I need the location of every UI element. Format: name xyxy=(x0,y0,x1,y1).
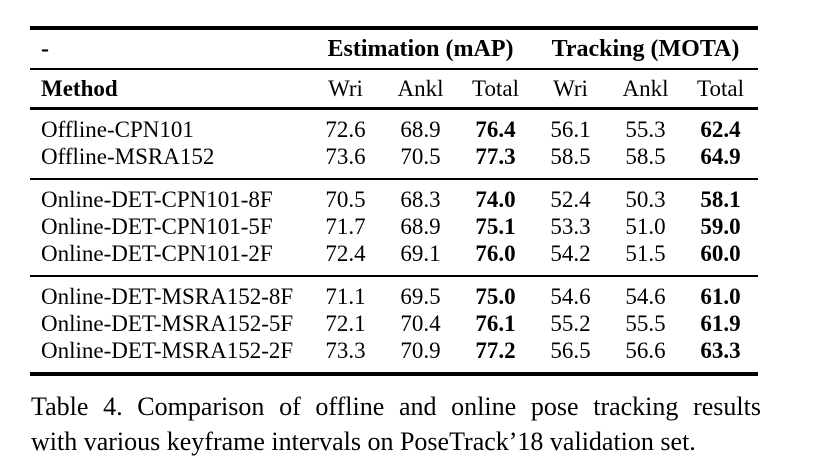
metric-value: 76.4 xyxy=(475,117,516,142)
metric-value: 56.5 xyxy=(550,338,591,363)
metric-value: 73.3 xyxy=(325,338,366,363)
corner-dash-label: - xyxy=(41,35,49,62)
table-top-rule xyxy=(30,26,758,30)
metric-value: 56.1 xyxy=(550,117,591,142)
metric-value: 55.5 xyxy=(625,311,666,336)
metric-value: 51.5 xyxy=(625,241,666,266)
metric-value: 72.6 xyxy=(325,117,366,142)
table-row: Offline-CPN101 72.6 68.9 76.4 56.1 55.3 62.4 xyxy=(30,116,758,143)
metric-value: 61.0 xyxy=(700,284,741,309)
est-wri-column-header: Wri xyxy=(328,75,363,101)
metric-value: 59.0 xyxy=(700,214,741,239)
caption-line-2: with various keyframe intervals on PoseT… xyxy=(31,427,696,456)
section-divider-rule xyxy=(30,275,758,277)
metric-value: 69.5 xyxy=(400,284,441,309)
metric-value: 76.1 xyxy=(475,311,516,336)
tracking-group-header: Tracking (MOTA) xyxy=(551,35,740,62)
metric-value: 54.6 xyxy=(550,284,591,309)
table-row: Online-DET-CPN101-2F 72.4 69.1 76.0 54.2 51.5… xyxy=(30,240,758,267)
caption-line-1: Table 4. Comparison of offline and onlin… xyxy=(31,392,761,421)
estimation-group-header: Estimation (mAP) xyxy=(327,35,514,62)
method-name: Online-DET-CPN101-8F xyxy=(41,187,273,212)
table-bottom-rule xyxy=(30,372,758,376)
metric-value: 55.3 xyxy=(625,117,666,142)
track-ankl-column-header: Ankl xyxy=(622,75,669,101)
metric-value: 63.3 xyxy=(700,338,741,363)
metric-value: 69.1 xyxy=(400,241,441,266)
metric-value: 54.2 xyxy=(550,241,591,266)
metric-value: 68.3 xyxy=(400,187,441,212)
results-table: - Estimation (mAP) Tracking (MOTA) Metho… xyxy=(30,26,758,376)
est-total-column-header: Total xyxy=(472,75,519,101)
metric-value: 71.1 xyxy=(325,284,366,309)
track-total-column-header: Total xyxy=(697,75,744,101)
metric-value: 74.0 xyxy=(475,187,516,212)
track-wri-column-header: Wri xyxy=(553,75,588,101)
metric-value: 70.9 xyxy=(400,338,441,363)
metric-value: 72.4 xyxy=(325,241,366,266)
section-divider-rule xyxy=(30,178,758,180)
metric-value: 64.9 xyxy=(700,144,741,169)
metric-value: 73.6 xyxy=(325,144,366,169)
metric-value: 72.1 xyxy=(325,311,366,336)
metric-value: 58.5 xyxy=(625,144,666,169)
method-name: Offline-CPN101 xyxy=(41,117,194,142)
method-column-header: Method xyxy=(41,75,118,101)
metric-value: 70.5 xyxy=(400,144,441,169)
metric-value: 60.0 xyxy=(700,241,741,266)
method-name: Online-DET-MSRA152-5F xyxy=(41,311,294,336)
table-row: Online-DET-CPN101-5F 71.7 68.9 75.1 53.3 51.0… xyxy=(30,213,758,240)
metric-value: 76.0 xyxy=(475,241,516,266)
metric-value: 51.0 xyxy=(625,214,666,239)
colhead-bottom-rule xyxy=(30,107,758,110)
table-row: Online-DET-CPN101-8F 70.5 68.3 74.0 52.4 50.3… xyxy=(30,186,758,213)
metric-value: 50.3 xyxy=(625,187,666,212)
method-name: Online-DET-MSRA152-2F xyxy=(41,338,294,363)
table-row: Offline-MSRA152 73.6 70.5 77.3 58.5 58.5 64.9 xyxy=(30,143,758,170)
metric-value: 77.3 xyxy=(475,144,516,169)
metric-value: 75.1 xyxy=(475,214,516,239)
table-caption: Table 4. Comparison of offline and onlin… xyxy=(31,389,761,459)
method-name: Online-DET-CPN101-5F xyxy=(41,214,273,239)
online-msra152-section: Online-DET-MSRA152-8F 71.1 69.5 75.0 54.6 54.… xyxy=(30,277,758,372)
metric-value: 68.9 xyxy=(400,117,441,142)
metric-value: 77.2 xyxy=(475,338,516,363)
table-row: Online-DET-MSRA152-2F 73.3 70.9 77.2 56.5 56.… xyxy=(30,337,758,364)
metric-value: 53.3 xyxy=(550,214,591,239)
method-name: Offline-MSRA152 xyxy=(41,144,215,169)
est-ankl-column-header: Ankl xyxy=(397,75,444,101)
metric-value: 54.6 xyxy=(625,284,666,309)
column-header-row: Method Wri Ankl Total Wri Ankl Total xyxy=(30,70,758,107)
online-cpn101-section: Online-DET-CPN101-8F 70.5 68.3 74.0 52.4 50.3… xyxy=(30,180,758,275)
metric-value: 70.5 xyxy=(325,187,366,212)
method-name: Online-DET-CPN101-2F xyxy=(41,241,273,266)
metric-value: 52.4 xyxy=(550,187,591,212)
metric-value: 58.5 xyxy=(550,144,591,169)
metric-value: 56.6 xyxy=(625,338,666,363)
metric-value: 61.9 xyxy=(700,311,741,336)
table-row: Online-DET-MSRA152-8F 71.1 69.5 75.0 54.6 54.… xyxy=(30,283,758,310)
table-row: Online-DET-MSRA152-5F 72.1 70.4 76.1 55.2 55.… xyxy=(30,310,758,337)
group-header-row: - Estimation (mAP) Tracking (MOTA) xyxy=(30,30,758,68)
header-divider-rule xyxy=(30,68,758,70)
metric-value: 68.9 xyxy=(400,214,441,239)
metric-value: 55.2 xyxy=(550,311,591,336)
offline-section: Offline-CPN101 72.6 68.9 76.4 56.1 55.3 62.4 Of… xyxy=(30,110,758,178)
metric-value: 62.4 xyxy=(700,117,741,142)
method-name: Online-DET-MSRA152-8F xyxy=(41,284,294,309)
metric-value: 71.7 xyxy=(325,214,366,239)
metric-value: 75.0 xyxy=(475,284,516,309)
metric-value: 58.1 xyxy=(700,187,741,212)
metric-value: 70.4 xyxy=(400,311,441,336)
